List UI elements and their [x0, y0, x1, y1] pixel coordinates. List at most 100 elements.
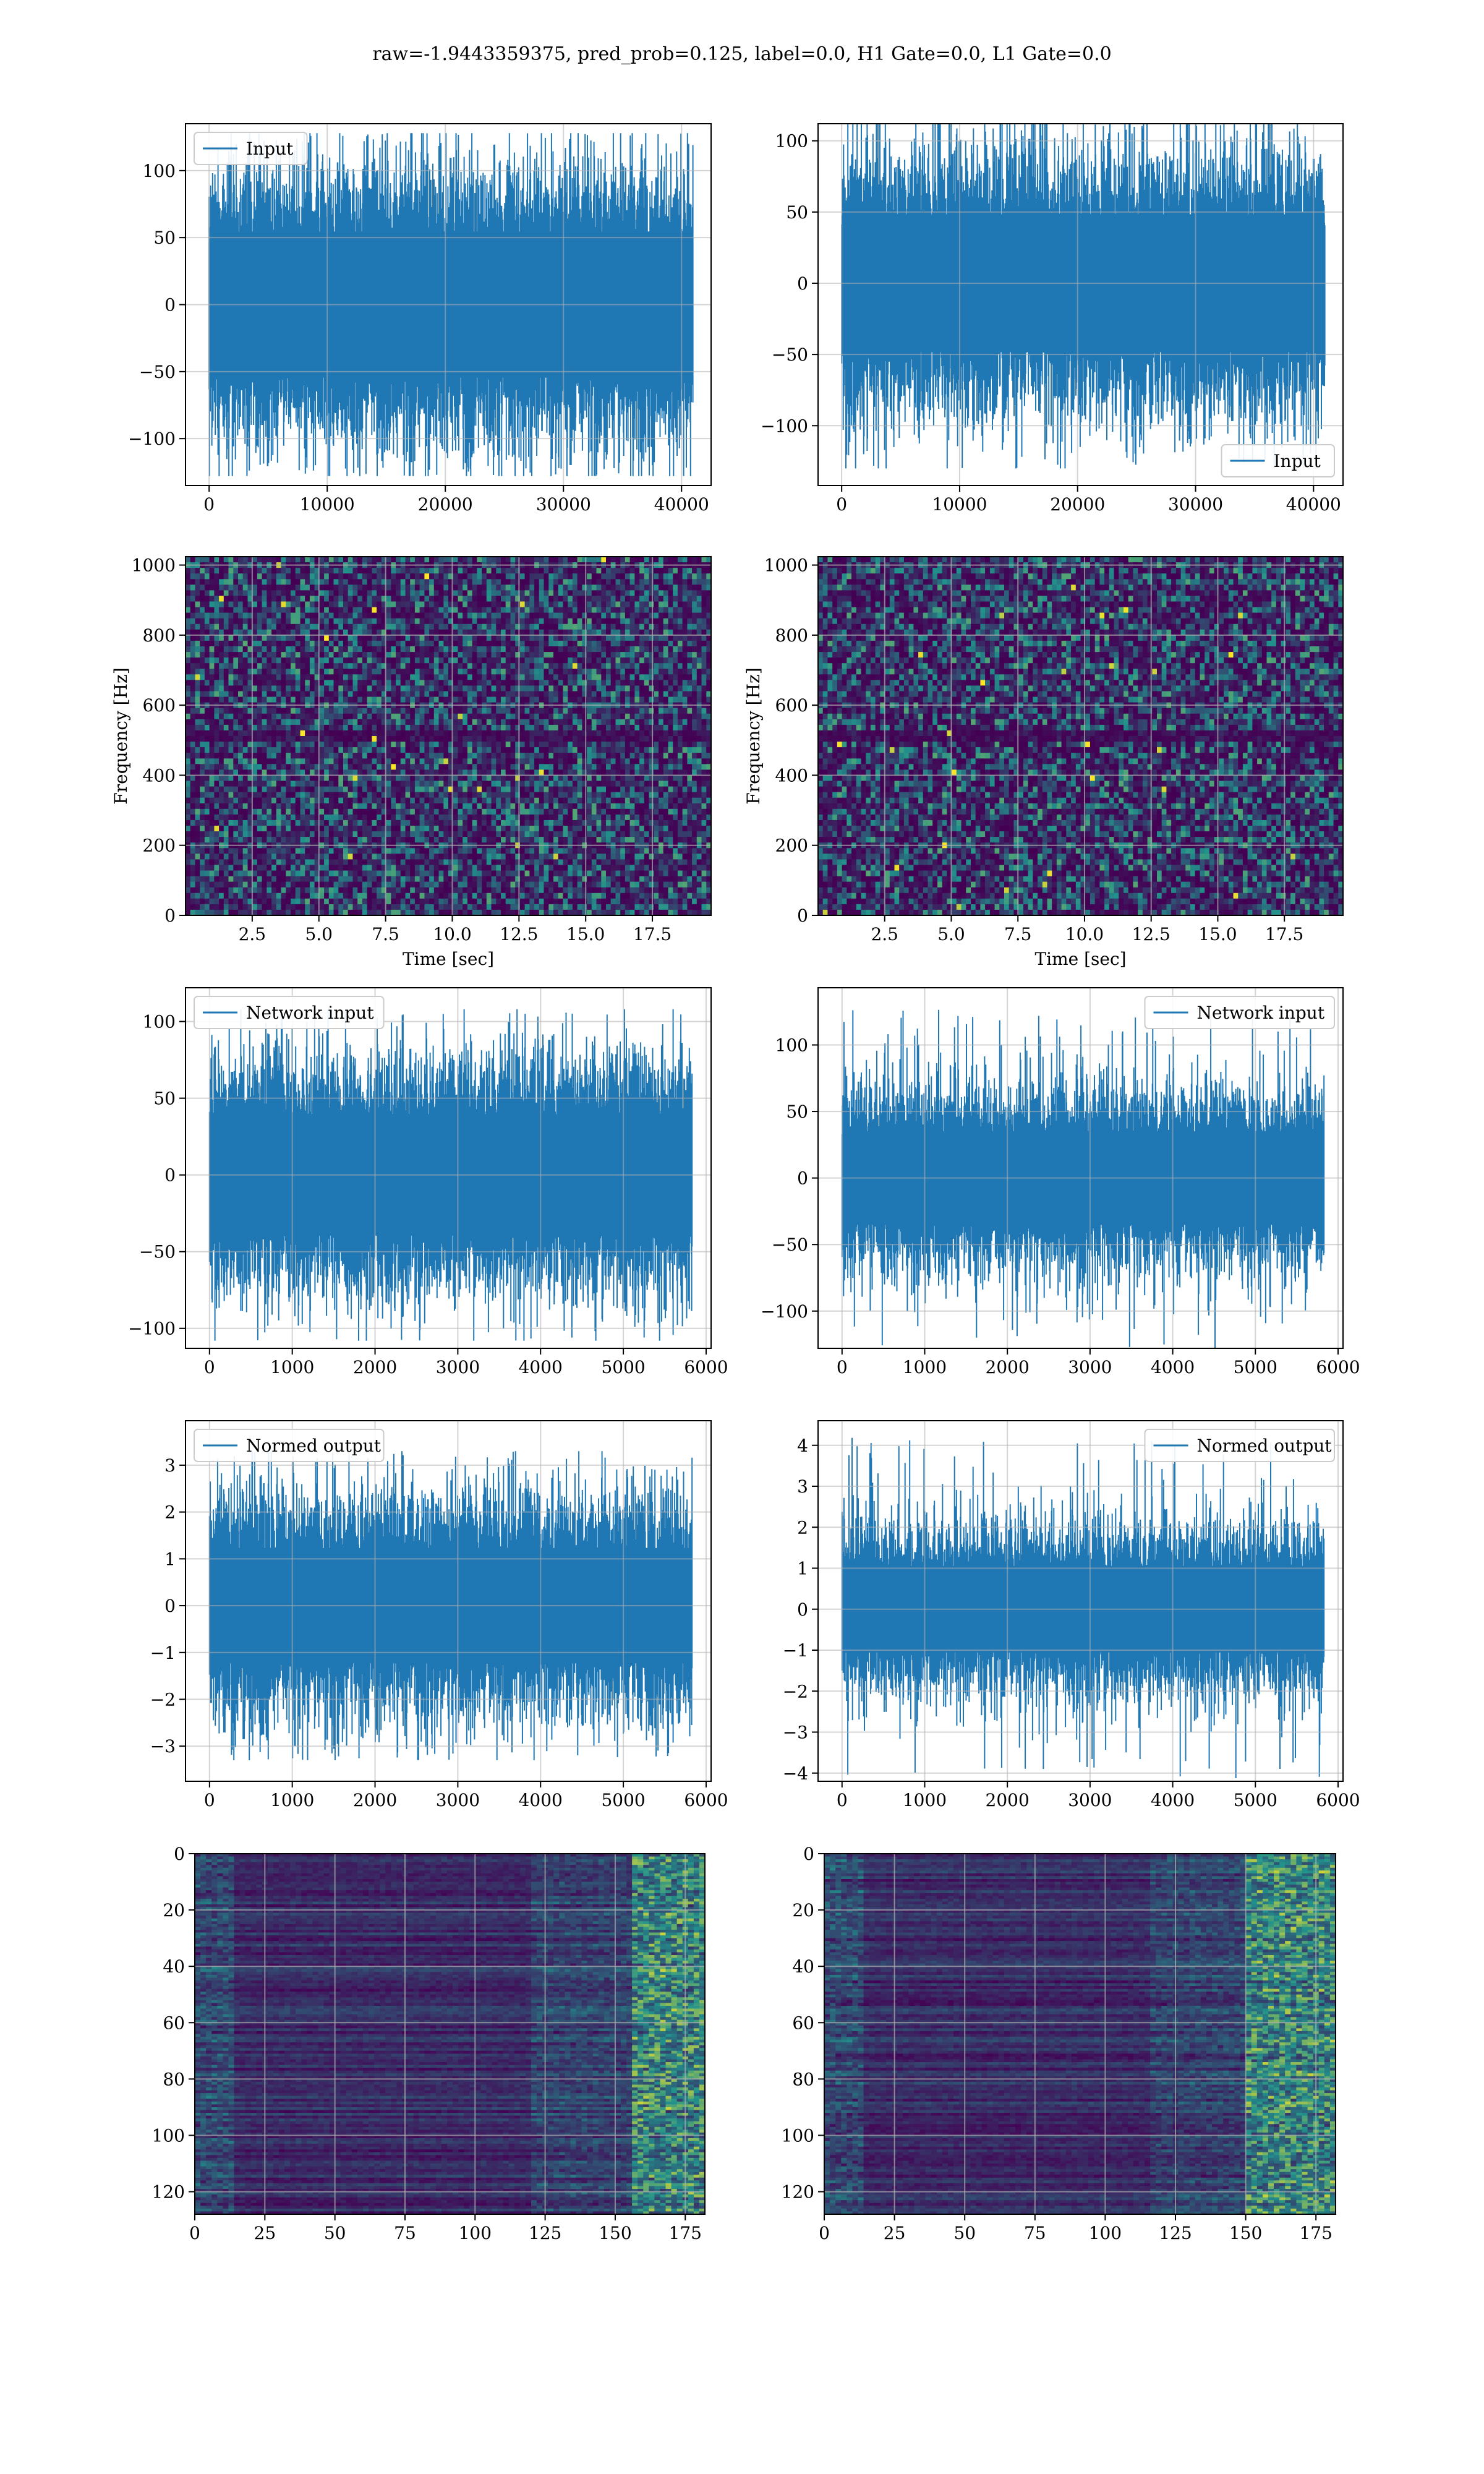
y-tick-label: −50 — [772, 1235, 808, 1255]
plot-area — [818, 988, 1343, 1348]
y-tick-label: 80 — [163, 2069, 185, 2089]
y-tick-label: 50 — [153, 228, 176, 248]
x-axis-label: Time [sec] — [403, 949, 494, 969]
x-tick-label: 0 — [189, 2223, 200, 2243]
y-tick-label: 0 — [164, 1596, 176, 1616]
x-tick-label: 50 — [324, 2223, 346, 2243]
axes-frame — [824, 1853, 1336, 2215]
y-tick-label: 0 — [174, 1844, 185, 1864]
x-tick-label: 4000 — [1151, 1790, 1195, 1810]
axes-frame — [194, 1853, 706, 2215]
x-tick-label: 1000 — [903, 1790, 947, 1810]
x-tick-label: 17.5 — [633, 924, 672, 944]
chart-spec-right: 2.5 5.0 7.5 10.0 12.5 15.0 17.5 0 200 400 600 800 10… — [743, 555, 1344, 969]
x-tick-label: 125 — [529, 2223, 561, 2243]
plot-area — [186, 557, 711, 915]
x-tick-label: 40000 — [1286, 494, 1341, 515]
y-tick-label: 20 — [792, 1900, 814, 1920]
axes-frame — [185, 556, 712, 916]
y-tick-label: 400 — [775, 765, 808, 785]
legend-label: Network input — [1197, 1003, 1325, 1023]
x-tick-label: 175 — [1299, 2223, 1332, 2243]
y-tick-label: −4 — [783, 1763, 808, 1784]
y-tick-label: 200 — [775, 836, 808, 856]
x-tick-label: 7.5 — [1004, 924, 1032, 944]
x-tick-label: 1000 — [270, 1790, 314, 1810]
x-tick-label: 0 — [204, 1790, 215, 1810]
x-tick-label: 6000 — [684, 1357, 728, 1377]
x-tick-label: 100 — [459, 2223, 492, 2243]
y-tick-label: 100 — [152, 2125, 185, 2146]
x-tick-label: 150 — [1229, 2223, 1262, 2243]
chart-input-right: 0 10000 20000 30000 40000 −100 −50 0 50 100 Input — [761, 123, 1344, 515]
legend-label: Normed output — [246, 1436, 382, 1456]
y-tick-label: 2 — [164, 1502, 176, 1523]
y-tick-label: −1 — [150, 1643, 176, 1663]
x-tick-label: 3000 — [1068, 1790, 1112, 1810]
x-tick-label: 10.0 — [1065, 924, 1104, 944]
y-tick-label: 1000 — [764, 555, 808, 576]
y-tick-label: 20 — [163, 1900, 185, 1920]
x-tick-label: 10.0 — [433, 924, 471, 944]
y-tick-label: −100 — [128, 429, 176, 449]
plot-area — [818, 557, 1343, 915]
x-tick-label: 125 — [1159, 2223, 1192, 2243]
y-tick-label: 80 — [792, 2069, 814, 2089]
y-tick-label: 100 — [143, 161, 176, 181]
plot-area — [818, 124, 1343, 486]
x-tick-label: 4000 — [519, 1357, 563, 1377]
legend-box — [194, 1429, 385, 1462]
y-tick-label: 0 — [803, 1844, 814, 1864]
y-tick-label: −3 — [783, 1723, 808, 1743]
x-tick-label: 0 — [203, 494, 215, 515]
y-tick-label: 800 — [143, 625, 176, 646]
y-tick-label: 100 — [143, 1012, 176, 1032]
legend: Normed output — [1144, 1429, 1335, 1462]
x-tick-label: 2000 — [353, 1790, 397, 1810]
y-tick-label: 50 — [153, 1089, 176, 1109]
plot-area — [186, 124, 711, 486]
y-tick-label: 120 — [782, 2182, 814, 2202]
y-tick-label: −1 — [783, 1640, 808, 1661]
y-tick-label: 100 — [775, 131, 808, 152]
x-tick-label: 4000 — [1151, 1357, 1195, 1377]
y-tick-label: 100 — [775, 1035, 808, 1056]
y-tick-label: 600 — [143, 695, 176, 716]
y-tick-label: −3 — [150, 1736, 176, 1757]
legend-box — [194, 996, 385, 1029]
y-tick-label: 4 — [797, 1436, 808, 1456]
x-tick-label: 25 — [884, 2223, 906, 2243]
x-tick-label: 40000 — [654, 494, 709, 515]
plot-area — [186, 988, 711, 1348]
x-tick-label: 1000 — [903, 1357, 947, 1377]
x-tick-label: 5.0 — [305, 924, 333, 944]
legend-label: Input — [246, 139, 294, 159]
y-tick-label: 1 — [797, 1559, 808, 1579]
y-tick-label: 50 — [786, 1102, 808, 1122]
x-tick-label: 10000 — [932, 494, 987, 515]
y-tick-label: 0 — [797, 1168, 808, 1189]
x-tick-label: 6000 — [684, 1790, 728, 1810]
y-tick-label: 120 — [152, 2182, 185, 2202]
x-tick-label: 5000 — [601, 1790, 645, 1810]
y-tick-label: 0 — [797, 905, 808, 926]
y-tick-label: −50 — [139, 362, 176, 382]
plot-area — [824, 1854, 1336, 2214]
axes-frame — [817, 123, 1344, 486]
y-tick-label: −100 — [761, 1301, 808, 1322]
legend-label: Input — [1274, 451, 1321, 471]
x-tick-label: 2.5 — [871, 924, 898, 944]
x-tick-label: 10000 — [300, 494, 355, 515]
x-tick-label: 2000 — [986, 1790, 1030, 1810]
y-tick-label: −100 — [128, 1319, 176, 1339]
x-tick-label: 150 — [599, 2223, 631, 2243]
y-axis-label: Frequency [Hz] — [743, 667, 764, 804]
x-tick-label: 3000 — [1068, 1357, 1112, 1377]
x-tick-label: 75 — [394, 2223, 416, 2243]
axes-frame — [185, 1420, 712, 1782]
chart-feat-left: 0 25 50 75 100 125 150 175 0 20 40 60 80 100 120 — [152, 1844, 706, 2243]
x-tick-label: 15.0 — [566, 924, 605, 944]
y-tick-label: 60 — [163, 2013, 185, 2033]
x-tick-label: 7.5 — [372, 924, 399, 944]
y-tick-label: 1000 — [132, 555, 176, 576]
